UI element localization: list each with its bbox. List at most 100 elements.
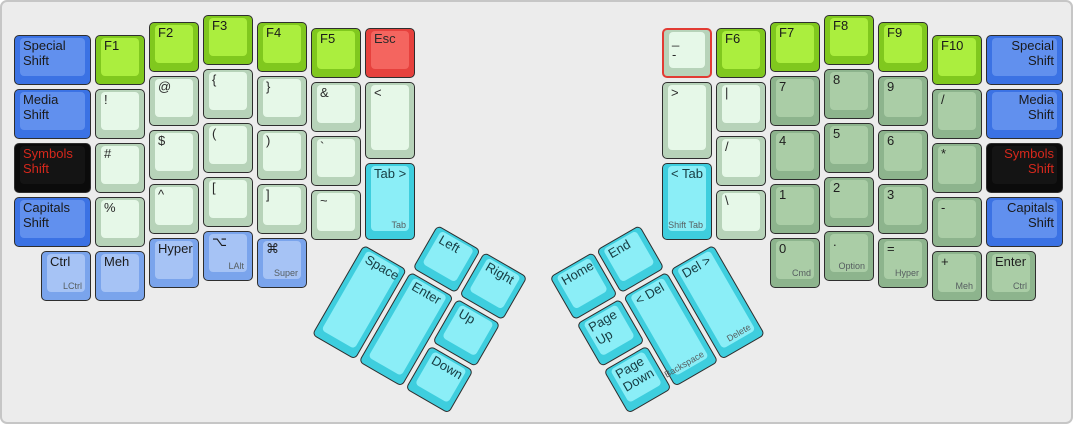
key-left-paren[interactable]: (: [203, 123, 253, 173]
key-tab-back[interactable]: < Tab Shift Tab: [662, 163, 712, 240]
key-f7[interactable]: F7: [770, 22, 820, 72]
keycap-surface: 3: [884, 187, 922, 225]
key-label: F9: [887, 25, 903, 40]
key-exclamation[interactable]: !: [95, 89, 145, 139]
key-meh-left[interactable]: Meh: [95, 251, 145, 301]
key-f4[interactable]: F4: [257, 22, 307, 72]
keycap-surface: \: [722, 193, 760, 231]
key-plus[interactable]: + Meh: [932, 251, 982, 301]
keycap-surface: 9: [884, 79, 922, 117]
key-label: @: [158, 79, 172, 94]
key-label: 1: [779, 187, 787, 202]
key-media-shift-right[interactable]: Media Shift: [986, 89, 1063, 139]
key-lalt[interactable]: ⌥ LAlt: [203, 231, 253, 281]
key-backslash[interactable]: \: [716, 190, 766, 240]
key-tilde[interactable]: ~: [311, 190, 361, 240]
key-label: Meh: [104, 254, 130, 269]
key-esc[interactable]: Esc: [365, 28, 415, 78]
key-capitals-shift-right[interactable]: Capitals Shift: [986, 197, 1063, 247]
key-backtick[interactable]: `: [311, 136, 361, 186]
key-sublabel: LAlt: [228, 261, 244, 271]
key-label: 5: [833, 126, 841, 141]
key-label: Tab >: [374, 166, 407, 181]
key-equals[interactable]: = Hyper: [878, 238, 928, 288]
key-label: Up: [456, 305, 478, 328]
key-num-3[interactable]: 3: [878, 184, 928, 234]
key-label: +: [941, 254, 949, 269]
key-f2[interactable]: F2: [149, 22, 199, 72]
key-num-0[interactable]: 0 Cmd: [770, 238, 820, 288]
key-label: Del >: [679, 252, 714, 281]
key-right-brace[interactable]: }: [257, 76, 307, 126]
key-num-9[interactable]: 9: [878, 76, 928, 126]
keycap-surface: Tab > Tab: [371, 166, 409, 231]
key-greater-than[interactable]: >: [662, 82, 712, 159]
key-right-bracket[interactable]: ]: [257, 184, 307, 234]
key-dollar[interactable]: $: [149, 130, 199, 180]
key-f1[interactable]: F1: [95, 35, 145, 85]
key-ampersand[interactable]: &: [311, 82, 361, 132]
key-num-7[interactable]: 7: [770, 76, 820, 126]
key-f5[interactable]: F5: [311, 28, 361, 78]
key-special-shift-left[interactable]: Special Shift: [14, 35, 91, 85]
key-at-sign[interactable]: @: [149, 76, 199, 126]
key-symbols-shift-right[interactable]: Symbols Shift: [986, 143, 1063, 193]
key-label: 8: [833, 72, 841, 87]
key-hash[interactable]: #: [95, 143, 145, 193]
keycap-surface: }: [263, 79, 301, 117]
key-period[interactable]: . Option: [824, 231, 874, 281]
key-num-1[interactable]: 1: [770, 184, 820, 234]
key-num-8[interactable]: 8: [824, 69, 874, 119]
key-label: F8: [833, 18, 849, 33]
key-f9[interactable]: F9: [878, 22, 928, 72]
key-label: Media Shift: [23, 92, 59, 122]
keycap-surface: Up: [441, 304, 494, 357]
key-caret[interactable]: ^: [149, 184, 199, 234]
key-num-2[interactable]: 2: [824, 177, 874, 227]
key-special-shift-right[interactable]: Special Shift: [986, 35, 1063, 85]
key-right-paren[interactable]: ): [257, 130, 307, 180]
key-label: /: [941, 92, 945, 107]
keycap-surface: + Meh: [938, 254, 976, 292]
key-num-5[interactable]: 5: [824, 123, 874, 173]
keycap-surface: 8: [830, 72, 868, 110]
key-symbols-shift-left[interactable]: Symbols Shift: [14, 143, 91, 193]
key-sublabel: Option: [838, 261, 865, 271]
key-label: < Tab: [671, 166, 703, 181]
key-capitals-shift-left[interactable]: Capitals Shift: [14, 197, 91, 247]
keycap-surface: Home: [556, 257, 609, 310]
key-sublabel: Tab: [391, 220, 406, 230]
key-enter-right[interactable]: Enter Ctrl: [986, 251, 1036, 301]
key-f8[interactable]: F8: [824, 15, 874, 65]
keycap-surface: 0 Cmd: [776, 241, 814, 279]
key-minus[interactable]: -: [932, 197, 982, 247]
key-less-than[interactable]: <: [365, 82, 415, 159]
key-percent[interactable]: %: [95, 197, 145, 247]
key-f10[interactable]: F10: [932, 35, 982, 85]
keycap-surface: Down: [414, 351, 467, 404]
key-underscore-dash[interactable]: _ -: [662, 28, 712, 78]
key-hyper-left[interactable]: Hyper: [149, 238, 199, 288]
keycap-surface: &: [317, 85, 355, 123]
key-sublabel: Hyper: [894, 268, 919, 278]
keycap-surface: Media Shift: [20, 92, 85, 130]
key-num-4[interactable]: 4: [770, 130, 820, 180]
key-num-6[interactable]: 6: [878, 130, 928, 180]
key-slash-symbol[interactable]: /: [716, 136, 766, 186]
key-f3[interactable]: F3: [203, 15, 253, 65]
key-label: Media Shift: [1018, 92, 1054, 122]
keycap-surface: ^: [155, 187, 193, 225]
key-label: Ctrl: [50, 254, 71, 269]
keycap-surface: 7: [776, 79, 814, 117]
key-f6[interactable]: F6: [716, 28, 766, 78]
key-slash-numpad[interactable]: /: [932, 89, 982, 139]
key-left-bracket[interactable]: [: [203, 177, 253, 227]
key-pipe[interactable]: |: [716, 82, 766, 132]
key-media-shift-left[interactable]: Media Shift: [14, 89, 91, 139]
key-left-brace[interactable]: {: [203, 69, 253, 119]
key-label: 7: [779, 79, 787, 94]
key-lctrl[interactable]: Ctrl LCtrl: [41, 251, 91, 301]
key-super[interactable]: ⌘ Super: [257, 238, 307, 288]
key-tab-forward[interactable]: Tab > Tab: [365, 163, 415, 240]
key-asterisk[interactable]: *: [932, 143, 982, 193]
